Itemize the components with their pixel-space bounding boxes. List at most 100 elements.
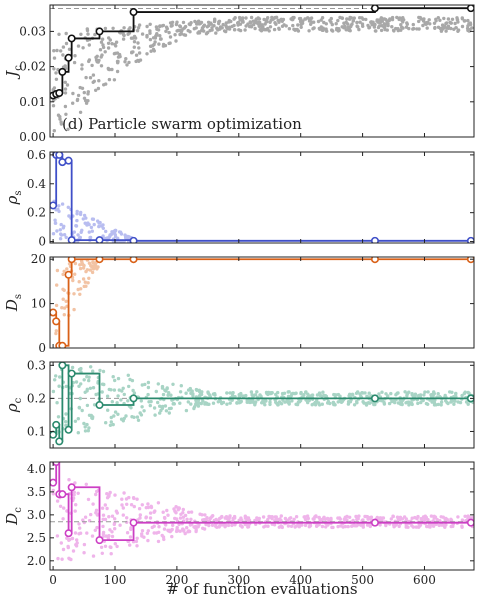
- sample-point: [154, 389, 158, 394]
- sample-point: [290, 392, 294, 396]
- sample-point: [274, 400, 278, 404]
- sample-point: [217, 20, 221, 24]
- sample-point: [171, 523, 175, 527]
- sample-point: [60, 202, 65, 206]
- sample-point: [453, 21, 457, 26]
- sample-point: [98, 48, 103, 52]
- sample-point: [82, 542, 87, 547]
- sample-point: [305, 514, 310, 518]
- sample-point: [184, 408, 189, 413]
- sample-point: [289, 524, 294, 528]
- sample-point: [299, 25, 303, 29]
- sample-point: [170, 23, 174, 28]
- sample-point: [293, 27, 297, 32]
- sample-point: [157, 42, 161, 46]
- sample-point: [121, 513, 126, 517]
- sample-point: [162, 527, 167, 531]
- sample-point: [101, 369, 106, 374]
- y-tick-label: 0.00: [19, 130, 46, 144]
- sample-point: [401, 20, 405, 24]
- sample-point: [179, 32, 184, 36]
- sample-point: [148, 511, 153, 515]
- sample-point: [86, 281, 90, 285]
- sample-point: [74, 224, 78, 228]
- sample-point: [135, 536, 139, 540]
- sample-point: [111, 26, 115, 30]
- sample-point: [137, 46, 141, 50]
- sample-point: [140, 534, 144, 538]
- sample-point: [336, 392, 341, 397]
- x-tick-label: 600: [413, 573, 436, 587]
- sample-point: [100, 506, 105, 510]
- sample-point: [88, 386, 93, 390]
- y-tick-label: 10: [31, 297, 46, 311]
- sample-point: [156, 400, 160, 405]
- sample-point: [391, 514, 395, 519]
- sample-point: [287, 27, 292, 31]
- sample-point: [55, 534, 60, 538]
- sample-point: [142, 409, 146, 413]
- sample-point: [336, 400, 340, 404]
- sample-point: [82, 213, 87, 218]
- sample-point: [277, 400, 282, 404]
- sample-point: [415, 27, 419, 31]
- sample-point: [405, 22, 409, 26]
- sample-point: [152, 510, 156, 514]
- sample-point: [395, 15, 399, 20]
- sample-point: [201, 399, 205, 403]
- sample-point: [290, 399, 294, 403]
- sample-point: [55, 401, 59, 405]
- sample-point: [397, 524, 401, 529]
- sample-point: [91, 261, 95, 265]
- best-marker: [95, 536, 104, 545]
- sample-point: [107, 77, 112, 82]
- sample-point: [90, 217, 95, 221]
- sample-point: [168, 21, 173, 25]
- sample-point: [276, 18, 280, 22]
- best-marker: [67, 483, 76, 492]
- sample-point: [89, 365, 93, 369]
- sample-point: [55, 229, 59, 233]
- sample-point: [375, 515, 379, 520]
- sample-point: [114, 509, 119, 513]
- sample-point: [324, 394, 329, 399]
- sample-point: [169, 529, 173, 533]
- sample-point: [76, 233, 80, 237]
- sample-point: [195, 388, 199, 392]
- sample-point: [152, 406, 157, 410]
- sample-point: [329, 20, 333, 24]
- sample-point: [91, 554, 96, 558]
- sample-point: [392, 399, 396, 403]
- sample-point: [152, 524, 156, 528]
- sample-point: [154, 531, 159, 535]
- sample-point: [82, 378, 86, 382]
- sample-point: [450, 390, 454, 394]
- sample-point: [174, 505, 178, 509]
- sample-point: [287, 390, 291, 394]
- sample-point: [61, 297, 65, 301]
- best-marker: [129, 518, 138, 527]
- sample-point: [244, 24, 248, 28]
- sample-point: [132, 40, 137, 44]
- sample-point: [107, 36, 111, 40]
- sample-point: [401, 26, 405, 30]
- sample-point: [70, 536, 75, 541]
- sample-point: [308, 523, 313, 527]
- sample-point: [432, 21, 437, 25]
- best-marker: [466, 5, 474, 13]
- sample-point: [411, 27, 415, 31]
- sample-point: [236, 20, 240, 25]
- sample-point: [346, 22, 350, 26]
- sample-point: [122, 26, 126, 30]
- sample-point: [71, 101, 75, 105]
- sample-point: [58, 375, 62, 379]
- sample-point: [119, 398, 123, 402]
- sample-point: [108, 545, 112, 549]
- best-marker: [67, 369, 76, 378]
- sample-point: [261, 515, 266, 519]
- sample-point: [51, 492, 55, 496]
- sample-point: [64, 41, 69, 46]
- sample-point: [239, 516, 243, 520]
- sample-point: [58, 228, 62, 232]
